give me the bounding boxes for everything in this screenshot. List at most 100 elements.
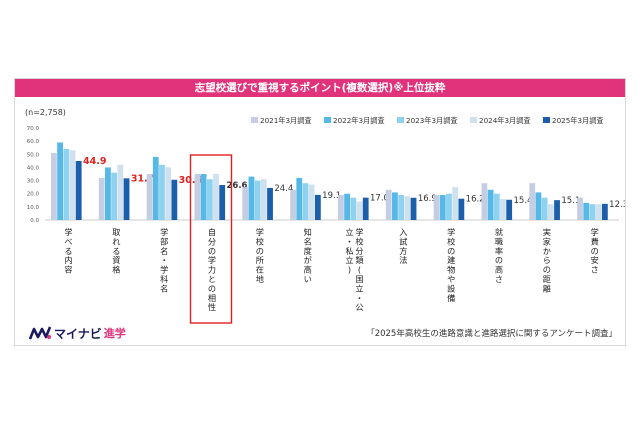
- category-label: 自分の学力との相性: [208, 227, 216, 312]
- bar: [506, 199, 513, 220]
- bar: [165, 167, 172, 220]
- bar: [206, 179, 213, 220]
- bar: [111, 172, 118, 220]
- bar: [601, 203, 608, 220]
- logo-subtext: 進学: [103, 327, 126, 340]
- category-label: 学校の所在地: [256, 227, 264, 284]
- legend-label: 2021年3月調査: [260, 116, 312, 125]
- bar: [410, 197, 417, 220]
- category-label: 取れる資格: [112, 227, 120, 275]
- bar: [541, 197, 548, 220]
- legend-swatch: [251, 117, 258, 123]
- bar: [350, 197, 357, 220]
- category-label: 知名度が高い: [304, 227, 312, 284]
- bar: [356, 201, 363, 220]
- legend-swatch: [397, 117, 404, 123]
- bar: [171, 179, 178, 220]
- bar: [487, 189, 494, 220]
- legend-label: 2025年3月調査: [552, 116, 604, 125]
- bar: [433, 195, 440, 220]
- bar: [547, 204, 554, 220]
- category-label: 学校分類(国立・公立・私立): [345, 227, 364, 312]
- data-label: 31.7: [131, 173, 154, 184]
- bar: [51, 152, 57, 220]
- bar: [242, 187, 249, 220]
- bar: [267, 187, 273, 220]
- bar: [589, 204, 596, 220]
- bar: [248, 176, 255, 220]
- category-label: 学校の建物や設備: [447, 227, 455, 303]
- bar: [219, 185, 226, 220]
- bar: [481, 183, 488, 220]
- bar: [404, 196, 411, 220]
- bar: [446, 193, 452, 220]
- bar: [398, 195, 405, 220]
- legend-label: 2024年3月調査: [479, 116, 531, 125]
- category-label: 就職率の高さ: [495, 227, 503, 284]
- bar: [338, 195, 344, 220]
- data-label: 26.6: [227, 181, 248, 191]
- bar: [123, 178, 130, 220]
- bar: [260, 179, 267, 220]
- mynavi-logo: マイナビ 進学: [29, 325, 126, 341]
- bar: [194, 174, 201, 220]
- bar: [385, 189, 392, 220]
- bar: [105, 167, 111, 220]
- mynavi-logo-icon: [29, 326, 51, 340]
- bar: [254, 180, 261, 220]
- bar: [458, 198, 465, 220]
- bar: [554, 200, 560, 220]
- bar: [308, 184, 315, 220]
- bar: [117, 164, 124, 220]
- bar: [302, 183, 309, 220]
- bar: [296, 177, 303, 220]
- legend-label: 2023年3月調査: [406, 116, 458, 125]
- bar: [146, 174, 153, 220]
- logo-text: マイナビ: [54, 326, 102, 341]
- category-label: 学部名・学科名: [160, 227, 168, 293]
- y-tick-label: 30.0: [27, 179, 40, 185]
- chart-panel: (n=2,758) 0.0 10.0 20.0 30.0 40.0 50.0 60.0 70.0…: [14, 78, 626, 346]
- legend-swatch: [543, 117, 550, 123]
- data-label: 12.3: [609, 200, 625, 210]
- data-label: 16.2: [466, 195, 485, 205]
- legend-swatch: [324, 117, 331, 123]
- bar: [290, 189, 296, 220]
- y-tick-label: 20.0: [27, 192, 40, 198]
- category-label: 入試方法: [399, 227, 407, 265]
- bar: [344, 193, 350, 220]
- legend-label: 2022年3月調査: [333, 116, 385, 125]
- source-note: 「2025年高校生の進路意識と進路選択に関するアンケート調査」: [366, 329, 617, 339]
- bar: [493, 193, 500, 220]
- bar: [98, 177, 105, 220]
- data-label: 19.1: [322, 191, 341, 201]
- bar: [57, 142, 63, 220]
- bar: [577, 197, 583, 220]
- bar: [213, 174, 219, 220]
- data-label: 17.0: [370, 194, 389, 204]
- y-tick-label: 0.0: [30, 218, 39, 224]
- y-tick-label: 50.0: [27, 152, 40, 158]
- bar: [75, 160, 82, 220]
- bar: [500, 198, 506, 220]
- bar-chart: (n=2,758) 0.0 10.0 20.0 30.0 40.0 50.0 60.0 70.0…: [25, 108, 625, 324]
- data-label: 16.9: [418, 194, 437, 204]
- bar: [152, 156, 159, 220]
- category-label: 学べる内容: [64, 227, 72, 275]
- category-label: 実家からの距離: [543, 227, 551, 293]
- bar: [159, 164, 165, 220]
- bar: [529, 183, 536, 220]
- bar: [63, 149, 70, 220]
- data-label: 44.9: [83, 156, 106, 167]
- y-tick-label: 40.0: [27, 165, 40, 171]
- highlight-box: [189, 154, 233, 324]
- bar: [392, 192, 398, 220]
- bar: [314, 194, 321, 220]
- y-tick-label: 60.0: [27, 139, 40, 145]
- data-label: 24.4: [274, 184, 293, 194]
- category-label: 学費の安さ: [591, 227, 599, 275]
- bar: [583, 202, 590, 220]
- bar: [595, 204, 602, 220]
- y-tick-label: 70.0: [27, 126, 40, 132]
- bar: [69, 150, 76, 220]
